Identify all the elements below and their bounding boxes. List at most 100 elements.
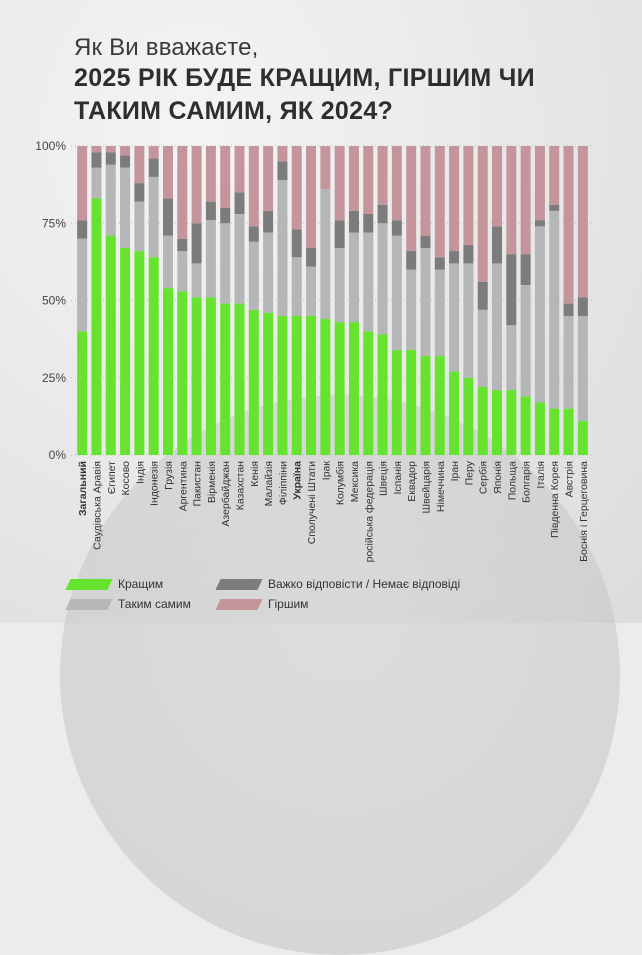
- legend-swatch-worse: [215, 598, 263, 610]
- bar-better: [463, 377, 474, 455]
- legend-item-better: Кращим: [65, 577, 164, 591]
- bar-better: [420, 356, 431, 455]
- bar-same: [391, 235, 402, 350]
- bar-same: [134, 201, 145, 252]
- bar-worse: [477, 146, 488, 282]
- x-tick-label: Індонезія: [149, 461, 161, 506]
- bar-same: [205, 220, 216, 298]
- bar-worse: [506, 146, 517, 255]
- x-tick-label: Грузія: [163, 461, 175, 490]
- bar-worse: [77, 146, 88, 221]
- bar-better: [434, 356, 445, 455]
- bar-hard: [534, 220, 545, 227]
- legend-swatch-hard: [215, 578, 263, 590]
- x-tick-label: Німеччина: [435, 461, 447, 512]
- x-tick-label: Еквадор: [406, 461, 418, 502]
- bar-hard: [492, 226, 503, 264]
- x-tick-label: Польща: [506, 461, 518, 500]
- x-tick-label: Сполучені Штати: [306, 461, 318, 544]
- bar-hard: [120, 155, 131, 168]
- bar-hard: [577, 297, 588, 316]
- bar-better: [563, 408, 574, 455]
- bar-worse: [434, 146, 445, 258]
- bar-same: [520, 285, 531, 397]
- bar-hard: [191, 223, 202, 264]
- bar-better: [91, 198, 102, 455]
- bar-better: [492, 390, 503, 455]
- chart-title: 2025 РІК БУДЕ КРАЩИМ, ГІРШИМ ЧИ ТАКИМ СА…: [74, 62, 614, 128]
- bar-worse: [563, 146, 574, 304]
- bar-worse: [177, 146, 188, 239]
- legend-label-better: Кращим: [118, 577, 164, 591]
- bar-hard: [105, 152, 116, 165]
- bar-hard: [506, 254, 517, 326]
- bar-worse: [334, 146, 345, 221]
- bar-worse: [248, 146, 259, 227]
- bar-same: [105, 164, 116, 236]
- bar-hard: [248, 226, 259, 242]
- bar-same: [248, 241, 259, 310]
- bar-worse: [291, 146, 302, 230]
- bar-worse: [534, 146, 545, 221]
- bar-same: [549, 210, 560, 409]
- bar-better: [334, 322, 345, 455]
- bar-same: [120, 167, 131, 248]
- x-tick-label: Іспанія: [392, 461, 404, 495]
- bar-same: [449, 263, 460, 372]
- bar-worse: [577, 146, 588, 298]
- y-tick-label: 0%: [49, 448, 67, 462]
- legend-swatch-same: [65, 598, 113, 610]
- bar-better: [406, 349, 417, 455]
- bar-worse: [277, 146, 288, 162]
- bar-better: [520, 396, 531, 455]
- bar-worse: [463, 146, 474, 245]
- bar-worse: [363, 146, 374, 214]
- bar-hard: [348, 210, 359, 233]
- bar-better: [291, 315, 302, 455]
- bar-hard: [377, 204, 388, 224]
- bar-worse: [348, 146, 359, 211]
- legend-label-same: Таким самим: [118, 597, 191, 611]
- bar-worse: [105, 146, 116, 153]
- bar-worse: [492, 146, 503, 227]
- bar-better: [205, 297, 216, 455]
- chart-question: Як Ви вважаєте,: [74, 34, 259, 61]
- legend: Кращим Таким самим Важко відповісти / Не…: [60, 575, 620, 619]
- bar-same: [148, 176, 159, 258]
- bar-better: [105, 235, 116, 455]
- bar-hard: [434, 257, 445, 270]
- x-tick-label: Швейцарія: [420, 461, 432, 514]
- bar-better: [191, 297, 202, 455]
- bar-same: [477, 309, 488, 388]
- bar-better: [263, 312, 274, 455]
- bar-worse: [449, 146, 460, 252]
- bar-better: [234, 303, 245, 455]
- bar-same: [463, 263, 474, 378]
- bar-hard: [263, 210, 274, 233]
- bar-better: [449, 371, 460, 455]
- bar-same: [420, 247, 431, 357]
- bar-same: [492, 263, 503, 391]
- bar-same: [434, 269, 445, 357]
- bar-hard: [420, 235, 431, 248]
- bar-hard: [77, 220, 88, 239]
- bar-worse: [234, 146, 245, 193]
- x-tick-label: Болгарія: [521, 461, 533, 503]
- x-tick-label: Колумбія: [335, 461, 347, 505]
- bar-worse: [377, 146, 388, 205]
- y-tick-label: 100%: [35, 139, 66, 153]
- x-tick-label: Ірак: [320, 461, 332, 481]
- x-tick-label: Саудівська Аравія: [91, 461, 103, 550]
- x-tick-label: Швеція: [378, 461, 390, 496]
- bar-better: [306, 315, 317, 455]
- bar-hard: [306, 247, 317, 267]
- x-tick-label: Філіппіни: [277, 461, 289, 505]
- x-tick-label: Іран: [449, 461, 461, 482]
- bar-hard: [134, 183, 145, 202]
- bar-better: [577, 421, 588, 455]
- bar-worse: [191, 146, 202, 224]
- bar-worse: [120, 146, 131, 156]
- bar-worse: [406, 146, 417, 252]
- bar-hard: [91, 152, 102, 168]
- x-tick-label: Південна Корея: [549, 461, 561, 538]
